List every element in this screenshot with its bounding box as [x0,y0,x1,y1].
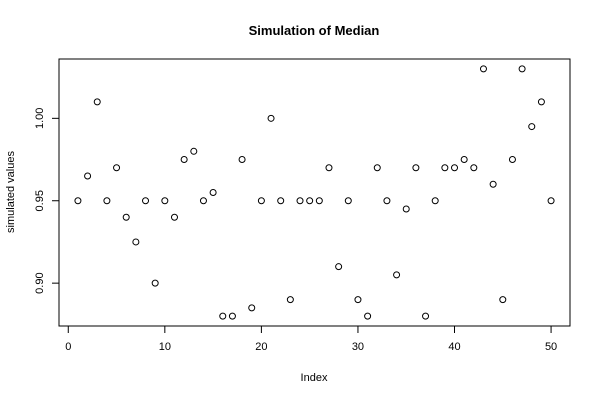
data-point [180,156,188,164]
data-point [248,304,256,312]
data-point [122,213,130,221]
data-point [547,197,555,205]
data-point [508,156,516,164]
data-point [209,189,217,196]
chart-title: Simulation of Median [249,23,380,38]
data-point [286,296,294,304]
x-tick-label: 0 [65,341,71,353]
data-point [489,180,497,188]
data-point [113,164,121,172]
data-point [277,197,285,205]
data-point [383,197,391,205]
data-point [402,205,410,213]
data-point [228,312,236,320]
data-point [364,312,372,320]
data-point [84,172,92,180]
data-point [422,312,430,320]
y-axis: 0.90 0.95 1.00 [34,108,60,294]
y-tick-label: 1.00 [34,108,46,129]
data-point [451,164,459,172]
y-axis-label: simulated values [5,151,17,233]
data-point [335,263,343,271]
data-point [142,197,150,205]
data-point [344,197,352,205]
data-point [412,164,420,172]
data-point [74,197,82,205]
data-point [132,238,140,246]
data-point [499,296,507,304]
data-point [537,98,545,106]
data-points [74,65,555,320]
data-point [190,147,198,155]
data-point [257,197,265,205]
y-tick-label: 0.90 [34,272,46,293]
plot-frame [58,58,571,327]
data-point [315,197,323,205]
data-point [238,156,246,164]
data-point [296,197,304,205]
x-tick-label: 40 [448,341,460,353]
data-point [103,197,111,205]
data-point [354,296,362,304]
x-axis: 0 10 20 30 40 50 [65,325,557,353]
data-point [393,271,401,279]
data-point [479,65,487,73]
x-tick-label: 20 [255,341,267,353]
data-point [199,197,207,205]
x-tick-label: 10 [159,341,171,353]
data-point [470,164,478,172]
data-point [460,156,468,164]
data-point [170,213,178,221]
data-point [93,98,101,106]
x-axis-label: Index [301,372,328,384]
data-point [219,312,227,320]
data-point [441,164,449,172]
x-tick-label: 30 [352,341,364,353]
data-point [431,197,439,205]
data-point [325,164,333,172]
data-point [373,164,381,172]
data-point [306,197,314,205]
data-point [528,123,536,131]
data-point [151,279,159,287]
data-point [161,197,169,205]
data-point [267,114,275,122]
data-point [518,65,526,73]
x-tick-label: 50 [545,341,557,353]
y-tick-label: 0.95 [34,190,46,211]
